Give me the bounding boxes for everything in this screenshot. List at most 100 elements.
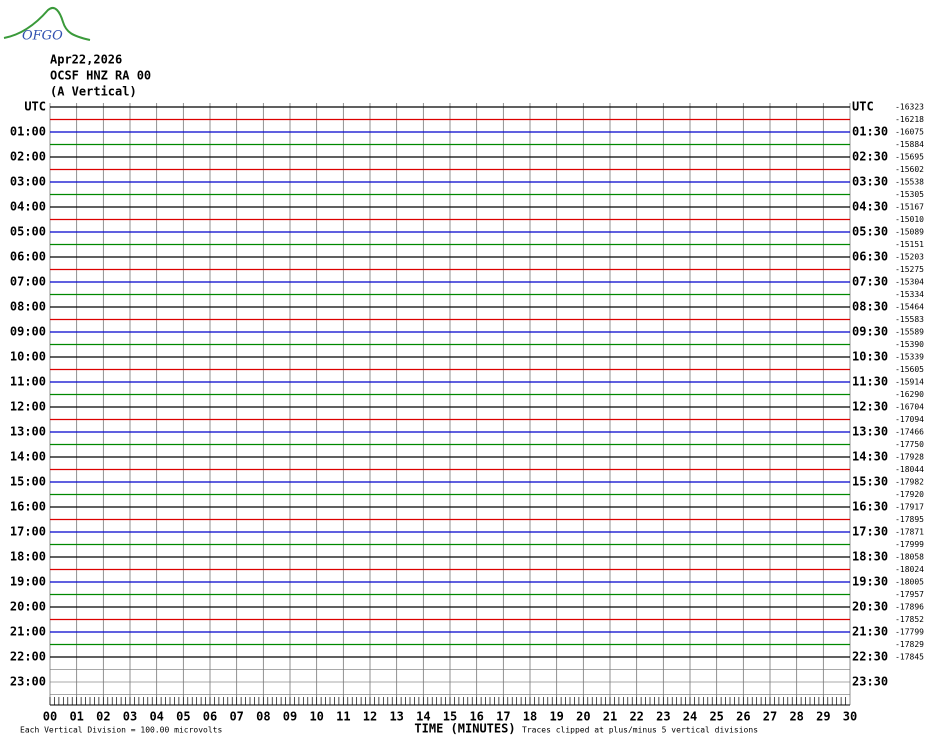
offset-label: -15538 xyxy=(895,178,924,187)
right-label: 17:30 xyxy=(852,525,888,539)
offset-label: -16290 xyxy=(895,390,924,399)
right-label: UTC xyxy=(852,100,874,114)
right-label: 11:30 xyxy=(852,375,888,389)
offset-label: -17896 xyxy=(895,603,924,612)
x-tick-label: 15 xyxy=(443,710,457,724)
offset-label: -15602 xyxy=(895,165,924,174)
station: OCSF HNZ RA 00 xyxy=(50,69,151,83)
right-label: 10:30 xyxy=(852,350,888,364)
x-tick-label: 00 xyxy=(43,710,57,724)
x-tick-label: 11 xyxy=(336,710,350,724)
offset-label: -16704 xyxy=(895,403,924,412)
offset-label: -16218 xyxy=(895,115,924,124)
right-label: 12:30 xyxy=(852,400,888,414)
x-tick-label: 27 xyxy=(763,710,777,724)
offset-label: -17799 xyxy=(895,628,924,637)
offset-label: -15010 xyxy=(895,215,924,224)
offset-label: -17094 xyxy=(895,415,924,424)
x-tick-label: 08 xyxy=(256,710,270,724)
x-tick-label: 09 xyxy=(283,710,297,724)
left-label: 19:00 xyxy=(10,575,46,589)
left-label: 22:00 xyxy=(10,650,46,664)
x-tick-label: 16 xyxy=(469,710,483,724)
offset-label: -15203 xyxy=(895,253,924,262)
offset-label: -15304 xyxy=(895,278,924,287)
x-tick-label: 23 xyxy=(656,710,670,724)
date: Apr22,2026 xyxy=(50,53,122,67)
offset-label: -17928 xyxy=(895,453,924,462)
offset-label: -18044 xyxy=(895,465,924,474)
offset-label: -15339 xyxy=(895,353,924,362)
x-tick-label: 05 xyxy=(176,710,190,724)
offset-label: -15089 xyxy=(895,228,924,237)
offset-label: -18024 xyxy=(895,565,924,574)
x-title: TIME (MINUTES) xyxy=(414,722,515,736)
offset-label: -15275 xyxy=(895,265,924,274)
offset-label: -17750 xyxy=(895,440,924,449)
x-tick-label: 28 xyxy=(789,710,803,724)
offset-label: -17917 xyxy=(895,503,924,512)
left-label: 09:00 xyxy=(10,325,46,339)
left-label: 17:00 xyxy=(10,525,46,539)
offset-label: -17871 xyxy=(895,528,924,537)
left-label: 03:00 xyxy=(10,175,46,189)
offset-label: -17466 xyxy=(895,428,924,437)
right-label: 18:30 xyxy=(852,550,888,564)
right-label: 21:30 xyxy=(852,625,888,639)
x-tick-label: 12 xyxy=(363,710,377,724)
x-tick-label: 04 xyxy=(149,710,163,724)
x-tick-label: 20 xyxy=(576,710,590,724)
x-tick-label: 06 xyxy=(203,710,217,724)
logo-text: OFGO xyxy=(22,29,63,44)
x-tick-label: 25 xyxy=(709,710,723,724)
offset-label: -16323 xyxy=(895,103,924,112)
offset-label: -15695 xyxy=(895,153,924,162)
offset-label: -17852 xyxy=(895,615,924,624)
right-label: 09:30 xyxy=(852,325,888,339)
offset-label: -15589 xyxy=(895,328,924,337)
right-label: 20:30 xyxy=(852,600,888,614)
left-label: UTC xyxy=(24,100,46,114)
offset-label: -15605 xyxy=(895,365,924,374)
right-label: 02:30 xyxy=(852,150,888,164)
x-tick-label: 18 xyxy=(523,710,537,724)
left-label: 12:00 xyxy=(10,400,46,414)
left-label: 10:00 xyxy=(10,350,46,364)
x-tick-label: 21 xyxy=(603,710,617,724)
left-label: 21:00 xyxy=(10,625,46,639)
x-tick-label: 07 xyxy=(229,710,243,724)
right-label: 15:30 xyxy=(852,475,888,489)
offset-label: -17845 xyxy=(895,653,924,662)
offset-label: -15151 xyxy=(895,240,924,249)
x-tick-label: 29 xyxy=(816,710,830,724)
offset-label: -17982 xyxy=(895,478,924,487)
right-label: 14:30 xyxy=(852,450,888,464)
offset-label: -15914 xyxy=(895,378,924,387)
left-label: 06:00 xyxy=(10,250,46,264)
x-tick-label: 02 xyxy=(96,710,110,724)
x-tick-label: 14 xyxy=(416,710,430,724)
clip-note: Traces clipped at plus/minus 5 vertical … xyxy=(522,726,758,735)
scale-note: Each Vertical Division = 100.00 microvol… xyxy=(20,726,222,735)
offset-label: -17957 xyxy=(895,590,924,599)
x-tick-label: 26 xyxy=(736,710,750,724)
x-tick-label: 22 xyxy=(629,710,643,724)
offset-label: -18005 xyxy=(895,578,924,587)
right-label: 01:30 xyxy=(852,125,888,139)
offset-label: -15167 xyxy=(895,203,924,212)
offset-label: -15305 xyxy=(895,190,924,199)
right-label: 22:30 xyxy=(852,650,888,664)
left-label: 01:00 xyxy=(10,125,46,139)
left-label: 05:00 xyxy=(10,225,46,239)
offset-label: -15334 xyxy=(895,290,924,299)
offset-label: -16075 xyxy=(895,128,924,137)
left-label: 15:00 xyxy=(10,475,46,489)
right-label: 23:30 xyxy=(852,675,888,689)
right-label: 04:30 xyxy=(852,200,888,214)
right-label: 06:30 xyxy=(852,250,888,264)
right-label: 07:30 xyxy=(852,275,888,289)
x-tick-label: 13 xyxy=(389,710,403,724)
right-label: 05:30 xyxy=(852,225,888,239)
offset-label: -15390 xyxy=(895,340,924,349)
